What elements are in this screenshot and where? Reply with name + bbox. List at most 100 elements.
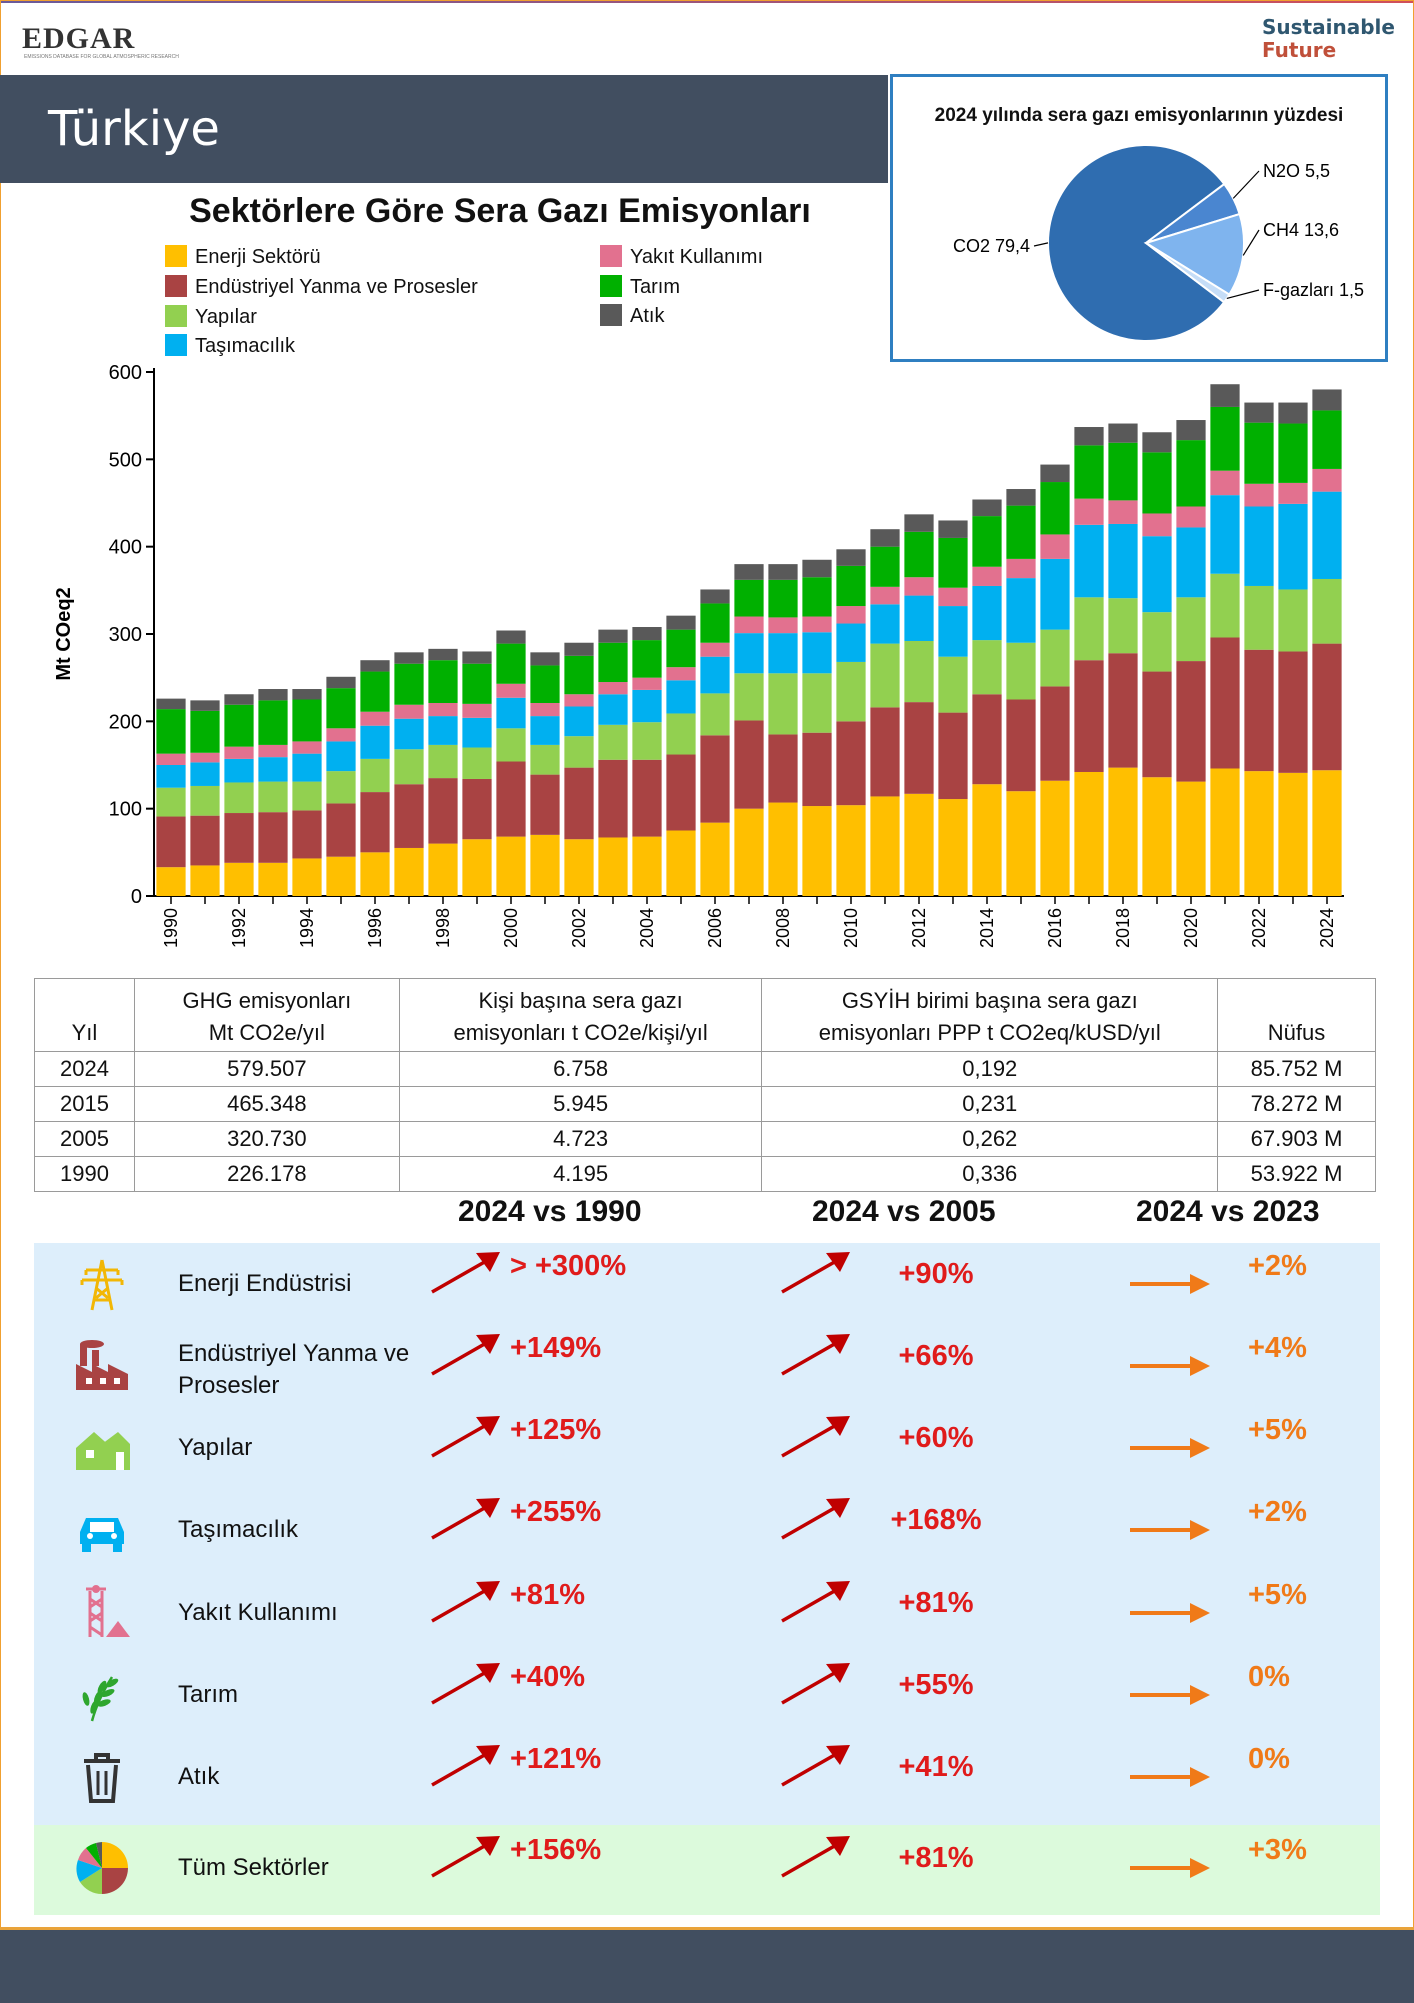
y-tick-label: 0 [131, 886, 142, 908]
stable-arrow-icon [1128, 1436, 1212, 1465]
sector-row: Atık +121% +41% 0% [0, 1737, 1414, 1817]
bar-fuel-2019 [1142, 513, 1172, 537]
bar-fuel-2022 [1244, 483, 1274, 507]
y-tick-label: 100 [109, 799, 142, 821]
bar-waste-2024 [1312, 389, 1342, 411]
increase-arrow-icon [428, 1579, 502, 1630]
bar-agriculture-2020 [1176, 440, 1206, 507]
bar-waste-1995 [326, 676, 356, 689]
bar-transport-2015 [1006, 578, 1036, 643]
increase-arrow-icon [778, 1661, 852, 1712]
sector-name: Enerji Endüstrisi [178, 1270, 352, 1297]
bar-waste-2023 [1278, 402, 1308, 424]
bar-industry-2021 [1210, 637, 1240, 769]
cell: 67.903 M [1217, 1121, 1376, 1157]
car-icon [72, 1500, 132, 1560]
y-tick-label: 300 [109, 624, 142, 646]
bar-transport-1996 [360, 725, 390, 759]
bar-buildings-2007 [734, 673, 764, 721]
bar-industry-2009 [802, 732, 832, 807]
x-tick-label: 2014 [977, 908, 997, 948]
country-title: Türkiye [48, 101, 220, 157]
bar-industry-2018 [1108, 653, 1138, 768]
cell: 85.752 M [1217, 1051, 1376, 1087]
cell: 4.723 [398, 1121, 763, 1157]
stable-arrow-icon [1128, 1601, 1212, 1630]
bar-agriculture-1995 [326, 688, 356, 729]
sector-row: Enerji Endüstrisi > +300% +90% +2% [0, 1244, 1414, 1324]
x-tick-label: 1998 [433, 908, 453, 948]
bar-transport-1998 [428, 716, 458, 745]
bar-transport-2019 [1142, 536, 1172, 613]
pie-label: CH4 13,6 [1263, 220, 1339, 240]
bar-transport-2004 [632, 689, 662, 723]
change-vs-2023: +3% [1248, 1834, 1307, 1866]
legend-item-energy: Enerji Sektörü [165, 243, 321, 271]
footer-bar [0, 1927, 1414, 2003]
x-tick-label: 1994 [297, 908, 317, 948]
bar-transport-2013 [938, 606, 968, 657]
bar-agriculture-1993 [258, 700, 288, 745]
bar-buildings-1999 [462, 747, 492, 779]
bar-chart-title: Sektörlere Göre Sera Gazı Emisyonları [189, 192, 811, 230]
bar-fuel-2008 [768, 617, 798, 634]
bar-agriculture-2003 [598, 642, 628, 683]
header-year: Yıl [34, 978, 135, 1052]
bar-energy-2023 [1278, 772, 1308, 896]
bar-energy-1993 [258, 862, 288, 896]
x-tick-label: 2016 [1045, 908, 1065, 948]
bar-agriculture-2019 [1142, 452, 1172, 514]
bar-buildings-2003 [598, 724, 628, 760]
bar-transport-1994 [292, 753, 322, 782]
bar-waste-1990 [156, 698, 186, 710]
bar-agriculture-2004 [632, 640, 662, 678]
bar-transport-1992 [224, 758, 254, 783]
cell: 1990 [34, 1156, 135, 1192]
bar-fuel-2015 [1006, 558, 1036, 579]
table-row: 2015 465.348 5.945 0,231 78.272 M [34, 1086, 1376, 1122]
sector-name: Endüstriyel Yanma ve Prosesler [178, 1340, 410, 1399]
bar-buildings-1992 [224, 782, 254, 814]
change-vs-2005: +81% [898, 1587, 974, 1619]
bar-energy-2018 [1108, 767, 1138, 896]
bar-fuel-2021 [1210, 470, 1240, 496]
bar-energy-1998 [428, 843, 458, 896]
bar-industry-1999 [462, 778, 492, 840]
table-header-row: Yıl GHG emisyonları Mt CO2e/yıl Kişi başı… [34, 978, 1376, 1052]
bar-buildings-2022 [1244, 585, 1274, 650]
country-banner: Türkiye [0, 75, 888, 183]
bar-industry-2005 [666, 754, 696, 831]
bar-transport-2000 [496, 697, 526, 729]
bar-fuel-1998 [428, 702, 458, 717]
bar-energy-1996 [360, 852, 390, 896]
bar-agriculture-1990 [156, 709, 186, 754]
increase-arrow-icon [428, 1250, 502, 1301]
bar-waste-2019 [1142, 432, 1172, 453]
bar-buildings-2000 [496, 728, 526, 762]
trash-icon [72, 1747, 132, 1807]
table-row: 2005 320.730 4.723 0,262 67.903 M [34, 1121, 1376, 1157]
sector-row: Yakıt Kullanımı +81% +81% +5% [0, 1573, 1414, 1653]
bar-transport-2006 [700, 656, 730, 694]
cell: 2005 [34, 1121, 135, 1157]
bar-waste-1998 [428, 648, 458, 661]
bar-transport-1993 [258, 757, 288, 782]
bar-waste-2016 [1040, 464, 1070, 483]
increase-arrow-icon [778, 1579, 852, 1630]
bar-fuel-2018 [1108, 500, 1138, 524]
bar-fuel-2013 [938, 587, 968, 607]
bar-agriculture-1992 [224, 704, 254, 747]
bar-industry-2022 [1244, 649, 1274, 772]
increase-arrow-icon [778, 1414, 852, 1465]
bar-fuel-2003 [598, 682, 628, 695]
bar-industry-2012 [904, 702, 934, 794]
bar-buildings-2020 [1176, 597, 1206, 662]
bar-agriculture-2018 [1108, 442, 1138, 501]
change-vs-1990: +149% [510, 1332, 602, 1364]
bar-industry-2004 [632, 759, 662, 837]
bar-agriculture-1997 [394, 663, 424, 705]
bar-buildings-1997 [394, 749, 424, 785]
bar-agriculture-2009 [802, 577, 832, 617]
change-vs-2023: 0% [1248, 1661, 1290, 1693]
bar-buildings-1990 [156, 787, 186, 817]
